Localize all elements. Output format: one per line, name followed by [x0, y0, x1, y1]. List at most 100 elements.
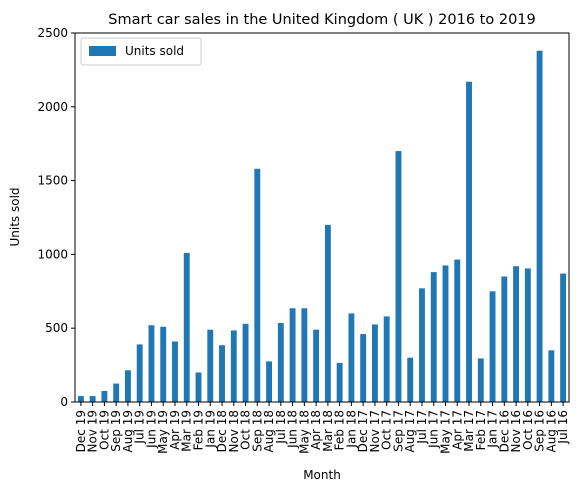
x-tick-label-32: Apr 17 [450, 410, 464, 450]
plot-frame [74, 32, 570, 403]
bar-15 [254, 168, 261, 402]
chart-title: Smart car sales in the United Kingdom ( … [108, 12, 536, 28]
bar-17 [277, 323, 284, 402]
x-tick-label-37: Nov 16 [509, 410, 523, 453]
x-tick-label-31: May 17 [439, 410, 453, 454]
x-tick-label-18: Jun 18 [286, 410, 300, 449]
bar-28 [407, 357, 414, 402]
bar-31 [442, 265, 449, 402]
x-tick-label-17: Jul 18 [274, 410, 288, 445]
x-tick-label-28: Aug 17 [403, 410, 417, 453]
bar-10 [195, 372, 202, 402]
bar-35 [489, 291, 496, 402]
x-tick-label-41: Jul 16 [556, 410, 570, 445]
bar-26 [383, 316, 390, 402]
x-tick-label-34: Feb 17 [474, 410, 488, 450]
bar-3 [113, 383, 120, 402]
bar-4 [124, 370, 131, 402]
x-tick-label-1: Nov 19 [86, 410, 100, 453]
x-tick-label-38: Oct 16 [521, 410, 535, 450]
legend-box [80, 37, 202, 66]
x-tick-label-7: May 19 [156, 410, 170, 454]
y-axis-label: Units sold [8, 187, 22, 246]
bar-37 [513, 266, 520, 402]
bar-16 [266, 361, 273, 402]
bars-group [77, 50, 567, 402]
bar-13 [230, 330, 237, 402]
x-tick-label-5: Jul 19 [133, 410, 147, 445]
y-tick-label-3: 1500 [37, 174, 68, 188]
bar-14 [242, 323, 249, 402]
bar-6 [148, 325, 155, 402]
x-tick-label-30: Jun 17 [427, 410, 441, 449]
bar-39 [536, 50, 543, 402]
bar-7 [160, 326, 167, 402]
legend: Units sold [80, 37, 202, 66]
x-tick-label-21: Mar 18 [321, 410, 335, 452]
bar-40 [548, 350, 555, 402]
bar-12 [219, 345, 225, 402]
x-tick-label-25: Nov 17 [368, 410, 382, 453]
x-tick-label-27: Sep 17 [391, 410, 405, 452]
x-tick-label-0: Dec 19 [74, 410, 88, 452]
x-axis-label: Month [303, 468, 341, 482]
x-tick-label-15: Sep 18 [250, 410, 264, 452]
x-tick-label-10: Feb 19 [192, 410, 206, 450]
x-tick-label-26: Oct 17 [380, 410, 394, 450]
y-axis: 0 500 1000 1500 2000 2500 [37, 26, 75, 409]
bar-36 [501, 276, 508, 402]
bar-27 [395, 151, 402, 402]
x-tick-label-20: Apr 18 [309, 410, 323, 450]
x-tick-label-6: Jun 19 [144, 410, 158, 449]
bar-20 [313, 329, 320, 402]
x-tick-label-19: May 18 [297, 410, 311, 454]
x-tick-label-35: Jan 17 [486, 410, 500, 449]
x-tick-label-14: Oct 18 [239, 410, 253, 450]
y-tick-label-2: 1000 [37, 247, 68, 261]
x-tick-label-23: Jan 18 [344, 410, 358, 449]
legend-label: Units sold [125, 44, 184, 58]
bar-38 [524, 268, 531, 402]
x-tick-label-11: Jan 19 [203, 410, 217, 449]
bar-32 [454, 259, 461, 402]
x-tick-label-3: Sep 19 [109, 410, 123, 452]
bar-34 [477, 358, 484, 402]
legend-swatch [89, 46, 116, 56]
x-tick-label-13: Nov 18 [227, 410, 241, 453]
bar-23 [348, 313, 355, 402]
x-tick-label-2: Oct 19 [97, 410, 111, 450]
x-tick-label-16: Aug 18 [262, 410, 276, 453]
y-tick-label-1: 500 [45, 321, 68, 335]
x-tick-label-36: Dec 16 [497, 410, 511, 452]
x-tick-label-9: Mar 19 [180, 410, 194, 452]
bar-24 [360, 334, 367, 402]
bar-18 [289, 308, 296, 402]
x-tick-label-39: Sep 16 [533, 410, 547, 452]
x-tick-label-29: Jul 17 [415, 410, 429, 445]
bar-8 [172, 341, 178, 402]
bar-11 [207, 329, 214, 402]
bar-2 [101, 390, 108, 402]
bar-25 [371, 324, 378, 402]
bar-21 [324, 224, 331, 402]
y-tick-label-5: 2500 [37, 26, 68, 40]
x-tick-label-12: Dec 18 [215, 410, 229, 452]
bar-41 [560, 273, 567, 402]
x-tick-label-4: Aug 19 [121, 410, 135, 453]
bar-30 [430, 272, 437, 402]
bar-5 [136, 344, 143, 402]
bar-1 [89, 396, 96, 402]
x-tick-label-24: Dec 17 [356, 410, 370, 452]
y-tick-label-4: 2000 [37, 100, 68, 114]
x-tick-label-22: Feb 18 [333, 410, 347, 450]
bar-33 [466, 81, 472, 402]
bar-0 [77, 396, 84, 402]
bar-22 [336, 362, 343, 402]
bar-29 [419, 288, 425, 402]
bar-9 [183, 252, 190, 402]
bar-19 [301, 308, 308, 402]
x-tick-label-33: Mar 17 [462, 410, 476, 452]
